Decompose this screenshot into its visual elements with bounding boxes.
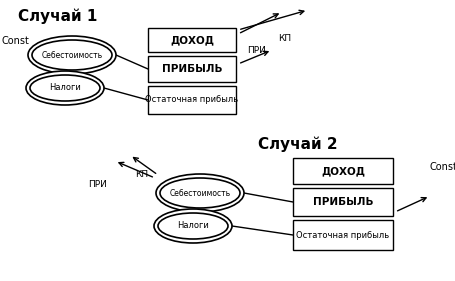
Bar <box>293 158 393 184</box>
Text: ПРИБЫЛЬ: ПРИБЫЛЬ <box>313 197 373 207</box>
Text: Случай 2: Случай 2 <box>258 137 338 153</box>
Text: Остаточная прибыль: Остаточная прибыль <box>297 230 389 239</box>
Text: Налоги: Налоги <box>177 221 209 230</box>
Text: Себестоимость: Себестоимость <box>41 51 102 60</box>
Ellipse shape <box>28 36 116 74</box>
Text: Const: Const <box>430 162 455 172</box>
Text: ДОХОД: ДОХОД <box>321 166 365 176</box>
Ellipse shape <box>160 178 240 208</box>
Bar <box>148 56 236 82</box>
Ellipse shape <box>30 75 100 101</box>
Text: Остаточная прибыль: Остаточная прибыль <box>146 96 238 105</box>
Text: Const: Const <box>2 36 30 46</box>
Text: Случай 1: Случай 1 <box>18 8 97 24</box>
Text: Налоги: Налоги <box>49 83 81 92</box>
Ellipse shape <box>26 71 104 105</box>
Text: ПРИБЫЛЬ: ПРИБЫЛЬ <box>162 64 222 74</box>
Text: КП: КП <box>135 170 148 179</box>
Ellipse shape <box>32 40 112 70</box>
Text: КП: КП <box>278 34 291 43</box>
Bar <box>148 86 236 114</box>
Bar <box>293 220 393 250</box>
Ellipse shape <box>158 213 228 239</box>
Text: ДОХОД: ДОХОД <box>170 35 214 45</box>
Bar <box>148 28 236 52</box>
Ellipse shape <box>156 174 244 212</box>
Text: ПРИ: ПРИ <box>88 180 107 189</box>
Ellipse shape <box>154 209 232 243</box>
Bar <box>293 188 393 216</box>
Text: Себестоимость: Себестоимость <box>169 189 231 198</box>
Text: ПРИ: ПРИ <box>247 46 266 55</box>
